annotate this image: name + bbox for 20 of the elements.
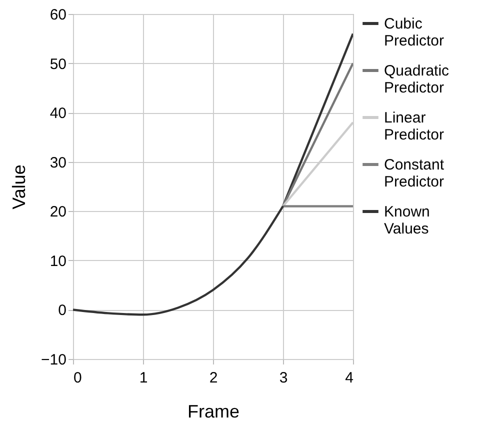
legend-label: Cubic Predictor <box>384 16 444 50</box>
y-tick-label: −10 <box>41 352 66 368</box>
x-tick-label: 2 <box>209 370 218 386</box>
x-tick-label: 3 <box>279 370 288 386</box>
y-tick-label: 10 <box>50 252 66 270</box>
y-tick-label: 30 <box>50 154 66 172</box>
legend-label: Constant Predictor <box>384 156 445 190</box>
y-tick-label: 20 <box>50 204 66 221</box>
x-axis-title: Frame <box>187 402 240 422</box>
legend-label: Known Values <box>384 204 430 238</box>
legend-label: Linear Predictor <box>384 110 444 144</box>
legend-label: Quadratic Predictor <box>384 62 450 96</box>
x-tick-label: 4 <box>345 370 354 386</box>
y-tick-label: 60 <box>50 6 66 24</box>
y-tick-label: 50 <box>50 56 66 73</box>
x-tick-label: 0 <box>74 370 82 386</box>
y-tick-label: 40 <box>50 105 66 122</box>
x-tick-label: 1 <box>139 370 148 386</box>
y-tick-label: 0 <box>58 302 66 320</box>
y-axis-title: Value <box>9 164 30 210</box>
